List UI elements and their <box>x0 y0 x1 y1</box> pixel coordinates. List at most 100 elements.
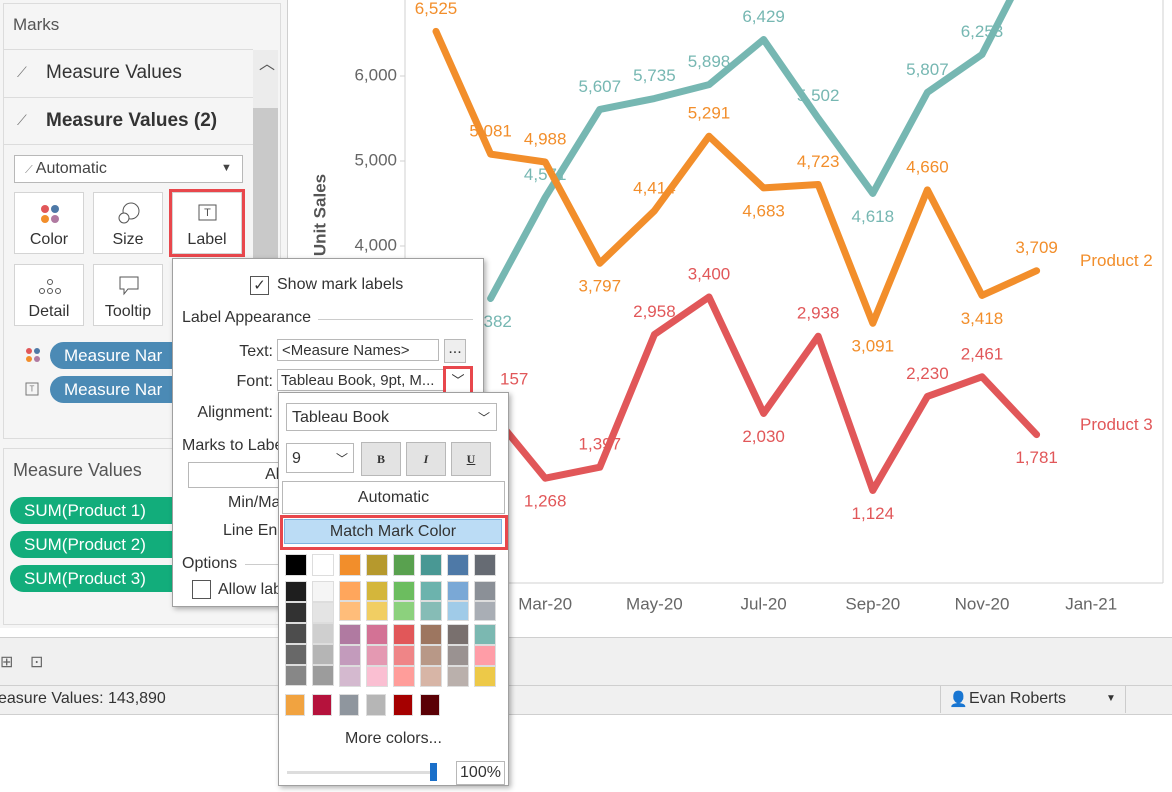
line-ends-option[interactable]: Line En <box>223 522 278 539</box>
measure-pill[interactable]: SUM(Product 1) <box>10 497 189 524</box>
color-swatch[interactable] <box>366 624 388 645</box>
color-swatch[interactable] <box>366 554 388 576</box>
color-swatch[interactable] <box>474 624 496 645</box>
tooltip-button[interactable]: Tooltip <box>93 264 163 326</box>
color-swatch[interactable] <box>312 665 334 686</box>
color-swatch[interactable] <box>474 581 496 601</box>
opacity-thumb[interactable] <box>430 763 437 781</box>
field-pill[interactable]: Measure Nar <box>50 342 194 369</box>
bold-button[interactable]: B <box>361 442 401 476</box>
y-tick-label: 6,000 <box>354 65 397 84</box>
more-colors[interactable]: More colors... <box>345 730 442 747</box>
color-swatch[interactable] <box>312 602 334 623</box>
color-swatch[interactable] <box>366 601 388 621</box>
series-line <box>487 293 1041 494</box>
color-swatch[interactable] <box>366 581 388 601</box>
color-swatch[interactable] <box>285 581 307 602</box>
detail-button[interactable]: Detail <box>14 264 84 326</box>
size-button[interactable]: Size <box>93 192 163 254</box>
color-swatch[interactable] <box>339 554 361 576</box>
min-max-option[interactable]: Min/Ma <box>228 494 281 511</box>
color-swatch[interactable] <box>312 581 334 602</box>
color-swatch[interactable] <box>312 554 334 576</box>
color-swatch[interactable] <box>285 623 307 644</box>
data-label: 3,091 <box>852 337 895 356</box>
new-dashboard-icon[interactable]: ⊡ <box>30 654 44 671</box>
allow-option: Allow lab <box>218 581 283 598</box>
color-swatch[interactable] <box>312 623 334 644</box>
color-swatch[interactable] <box>447 601 469 621</box>
series-line <box>432 27 1041 327</box>
color-swatch[interactable] <box>339 624 361 645</box>
color-button[interactable]: Color <box>14 192 84 254</box>
color-swatch[interactable] <box>447 554 469 576</box>
data-label: 4,618 <box>852 207 895 226</box>
scroll-up[interactable]: ︿ <box>259 56 276 73</box>
color-swatch[interactable] <box>393 694 413 716</box>
checkbox-checked[interactable]: ✓ <box>250 276 269 295</box>
data-label: 5,081 <box>469 122 512 141</box>
color-swatch[interactable] <box>474 645 496 666</box>
font-field[interactable]: Tableau Book, 9pt, M... <box>277 369 467 391</box>
marks-row[interactable]: Measure Values <box>46 62 182 83</box>
color-swatch[interactable] <box>447 581 469 601</box>
color-swatch[interactable] <box>474 666 496 687</box>
color-swatch[interactable] <box>285 665 307 686</box>
color-swatch[interactable] <box>285 554 307 576</box>
detail-icon <box>39 279 61 294</box>
opacity-field[interactable]: 100% <box>456 761 505 785</box>
color-swatch[interactable] <box>447 624 469 645</box>
color-swatch[interactable] <box>420 645 442 666</box>
color-swatch[interactable] <box>420 694 440 716</box>
field-pill[interactable]: Measure Nar <box>50 376 194 403</box>
color-swatch[interactable] <box>339 645 361 666</box>
font-select[interactable]: Tableau Book ﹀ <box>286 403 497 431</box>
user-menu[interactable]: 👤 Evan Roberts ▼ <box>940 686 1126 713</box>
color-swatch[interactable] <box>474 601 496 621</box>
size-select[interactable]: 9 ﹀ <box>286 443 354 473</box>
color-swatch[interactable] <box>339 601 361 621</box>
color-swatch[interactable] <box>420 601 442 621</box>
color-swatch[interactable] <box>447 666 469 687</box>
color-swatch[interactable] <box>474 554 496 576</box>
x-tick-label: Jul-20 <box>740 594 786 613</box>
automatic-option[interactable]: Automatic <box>282 481 505 514</box>
color-swatch[interactable] <box>285 602 307 623</box>
marks-row[interactable]: Measure Values (2) <box>46 110 218 131</box>
text-edit-button[interactable]: ... <box>444 339 466 363</box>
color-swatch[interactable] <box>420 666 442 687</box>
italic-button[interactable]: I <box>406 442 446 476</box>
text-field[interactable]: <Measure Names> <box>277 339 439 361</box>
new-sheet-icon[interactable]: ⊞ <box>0 654 14 671</box>
underline-button[interactable]: U <box>451 442 491 476</box>
color-swatch[interactable] <box>420 624 442 645</box>
color-swatch[interactable] <box>420 581 442 601</box>
color-swatch[interactable] <box>312 694 332 716</box>
color-swatch[interactable] <box>312 644 334 665</box>
measure-pill[interactable]: SUM(Product 2) <box>10 531 189 558</box>
color-swatch[interactable] <box>420 554 442 576</box>
color-swatch[interactable] <box>285 694 305 716</box>
color-swatch[interactable] <box>393 581 415 601</box>
label-button[interactable]: T Label <box>169 189 245 257</box>
match-mark-color[interactable]: Match Mark Color <box>284 519 502 544</box>
color-swatch[interactable] <box>393 601 415 621</box>
mark-type-dropdown[interactable]: ⟋ Automatic ▼ <box>14 155 243 183</box>
color-swatch[interactable] <box>393 624 415 645</box>
label-icon: T <box>25 382 39 396</box>
checkbox[interactable] <box>192 580 211 599</box>
color-swatch[interactable] <box>366 694 386 716</box>
color-swatch[interactable] <box>447 645 469 666</box>
color-swatch[interactable] <box>393 645 415 666</box>
color-swatch[interactable] <box>393 554 415 576</box>
color-swatch[interactable] <box>339 581 361 601</box>
measure-pill[interactable]: SUM(Product 3) <box>10 565 189 592</box>
color-swatch[interactable] <box>285 644 307 665</box>
color-swatch[interactable] <box>366 645 388 666</box>
color-swatch[interactable] <box>393 666 415 687</box>
color-swatch[interactable] <box>339 666 361 687</box>
color-swatch[interactable] <box>339 694 359 716</box>
marks-title: Marks <box>13 15 60 34</box>
color-swatch[interactable] <box>366 666 388 687</box>
